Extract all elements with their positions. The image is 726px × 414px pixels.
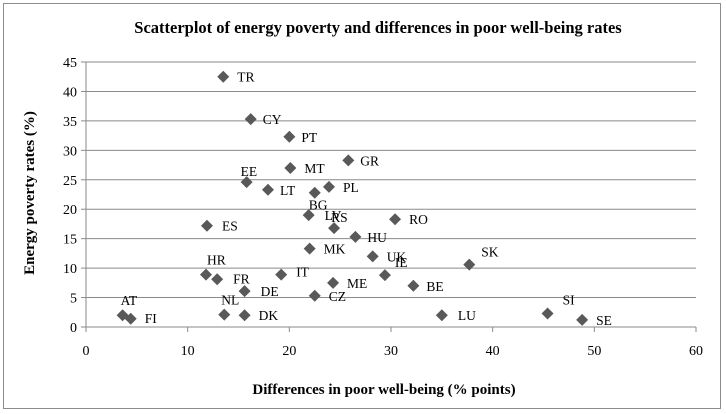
x-tick-label: 50 — [587, 344, 601, 359]
x-tick-label: 40 — [486, 344, 500, 359]
point-label-cy: CY — [263, 112, 282, 127]
data-point-cy — [244, 113, 257, 126]
data-point-pl — [322, 180, 335, 193]
y-tick-label: 15 — [63, 233, 77, 248]
point-label-bg: BG — [309, 198, 328, 213]
data-point-es — [200, 219, 213, 232]
y-tick-label: 20 — [63, 203, 77, 218]
chart-frame — [3, 3, 721, 409]
x-tick-label: 20 — [282, 344, 296, 359]
axes — [81, 61, 697, 332]
point-label-lu: LU — [458, 308, 476, 323]
chart-title: Scatterplot of energy poverty and differ… — [134, 18, 622, 37]
x-tick-label: 60 — [689, 344, 703, 359]
data-point-bg — [308, 186, 321, 199]
point-label-fr: FR — [233, 271, 250, 286]
point-label-si: SI — [563, 292, 576, 307]
data-point-mt — [284, 162, 297, 174]
point-label-hu: HU — [367, 230, 387, 245]
point-label-hr: HR — [207, 253, 226, 268]
point-label-lt: LT — [280, 183, 296, 198]
data-point-tr — [217, 70, 230, 83]
x-tick-label: 10 — [181, 344, 195, 359]
point-label-me: ME — [347, 276, 367, 291]
y-tick-label: 25 — [63, 174, 77, 189]
data-point-fi — [124, 312, 137, 325]
x-tick-label: 0 — [83, 344, 90, 359]
data-point-at — [116, 309, 129, 322]
data-point-ie — [378, 269, 391, 282]
data-point-ro — [389, 213, 402, 226]
y-tick-label: 0 — [70, 321, 77, 336]
data-point-lu — [435, 309, 448, 322]
data-point-se — [576, 313, 589, 326]
point-label-mt: MT — [304, 161, 325, 176]
data-point-fr — [211, 273, 224, 286]
data-point-mk — [303, 242, 316, 255]
point-label-sk: SK — [481, 245, 499, 260]
point-label-cz: CZ — [329, 289, 346, 304]
data-point-pt — [283, 130, 296, 143]
grid-lines — [86, 61, 696, 299]
point-label-it: IT — [296, 265, 309, 280]
data-point-hu — [349, 230, 362, 243]
point-label-uk: UK — [387, 249, 407, 264]
data-point-it — [275, 268, 288, 281]
data-point-lv — [302, 209, 315, 222]
x-tick-label: 30 — [384, 344, 398, 359]
data-point-ee — [240, 176, 253, 189]
y-tick-label: 30 — [63, 144, 77, 159]
data-point-lt — [261, 183, 274, 196]
point-label-es: ES — [222, 219, 238, 234]
y-axis-title: Energy poverty rates (%) — [22, 111, 38, 275]
data-point-de — [238, 285, 251, 298]
point-label-rs: RS — [331, 210, 348, 225]
y-tick-label: 5 — [70, 292, 77, 307]
point-label-se: SE — [596, 313, 612, 328]
data-point-dk — [238, 309, 251, 322]
data-point-be — [407, 279, 420, 292]
data-point-sk — [463, 258, 476, 271]
point-label-nl: NL — [221, 293, 239, 308]
point-label-ee: EE — [241, 164, 258, 179]
y-tick-label: 45 — [63, 56, 77, 71]
data-point-hr — [199, 268, 212, 281]
point-label-mk: MK — [324, 242, 346, 257]
point-label-gr: GR — [360, 153, 379, 168]
point-label-fi: FI — [145, 311, 158, 326]
point-label-be: BE — [426, 279, 443, 294]
point-label-at: AT — [121, 293, 138, 308]
point-label-tr: TR — [237, 70, 254, 85]
point-label-lv: LV — [325, 208, 342, 223]
data-point-gr — [342, 154, 355, 167]
data-point-uk — [366, 250, 379, 263]
y-tick-label: 10 — [63, 262, 77, 277]
point-label-ro: RO — [409, 212, 428, 227]
point-label-dk: DK — [259, 308, 279, 323]
data-point-me — [327, 276, 340, 289]
y-tick-label: 35 — [63, 115, 77, 130]
point-label-ie: IE — [395, 255, 408, 270]
data-point-rs — [328, 222, 341, 235]
data-point-cz — [308, 289, 321, 302]
data-point-nl — [218, 308, 231, 321]
x-axis-title: Differences in poor well-being (% points… — [252, 382, 515, 398]
data-point-si — [541, 307, 554, 320]
y-tick-label: 40 — [63, 85, 77, 100]
point-label-pl: PL — [343, 180, 359, 195]
point-label-de: DE — [261, 284, 279, 299]
point-label-pt: PT — [301, 130, 318, 145]
tick-labels: 0 5 10 15 20 25 30 35 40 45 0 10 20 30 40 50 60 — [63, 56, 703, 359]
